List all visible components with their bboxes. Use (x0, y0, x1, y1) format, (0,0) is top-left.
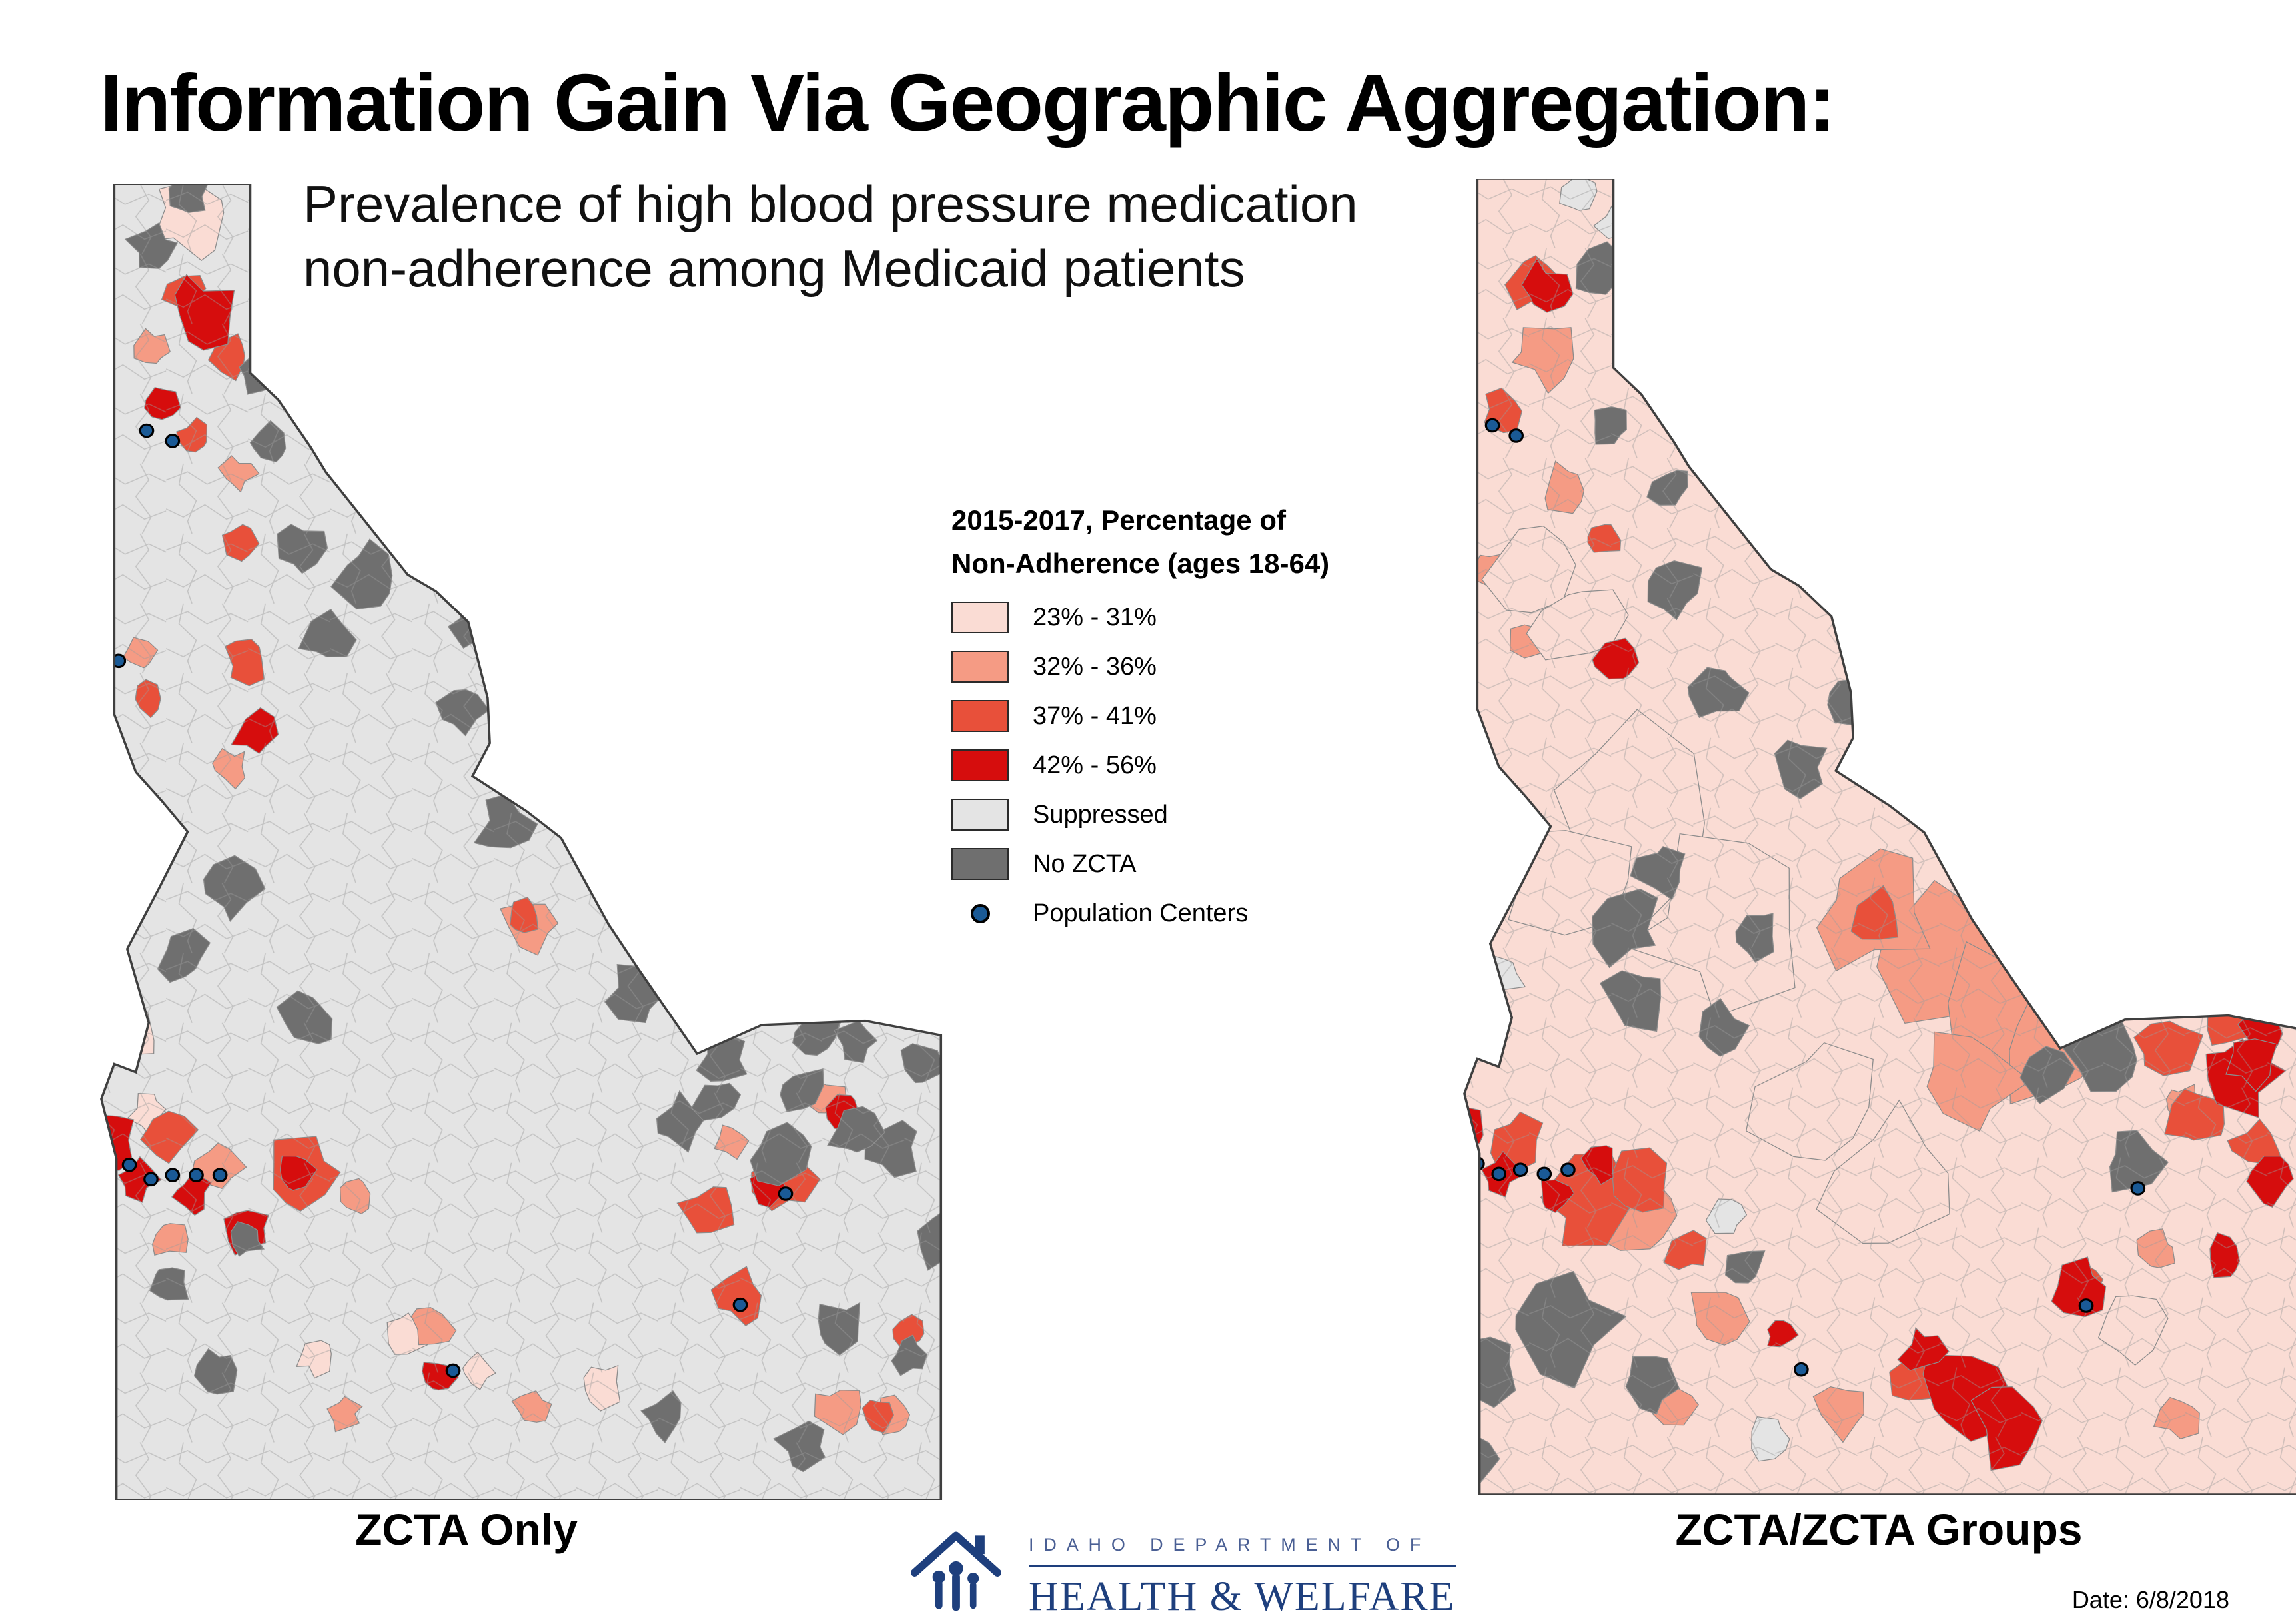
legend-item: 32% - 36% (951, 650, 1471, 683)
page-title: Information Gain Via Geographic Aggregat… (100, 57, 1836, 148)
map-label-zcta-only: ZCTA Only (355, 1505, 578, 1554)
population-center-dot (1470, 1156, 1485, 1171)
agency-name-small: IDAHO DEPARTMENT OF (1029, 1535, 1456, 1567)
legend-title-line-2: Non-Adherence (ages 18-64) (951, 548, 1330, 580)
population-center-dot (212, 1168, 228, 1182)
map-zcta-only (84, 183, 947, 1501)
legend-item-label: 42% - 56% (1033, 751, 1157, 779)
legend-item-label: 32% - 36% (1033, 652, 1157, 681)
agency-logo: IDAHO DEPARTMENT OF HEALTH & WELFARE (906, 1525, 1456, 1622)
legend-swatch (951, 700, 1009, 733)
legend-item: Suppressed (951, 798, 1471, 831)
population-center-dot (121, 1157, 137, 1172)
house-family-icon-svg (910, 1531, 1002, 1611)
population-center-dot (1491, 1166, 1507, 1182)
zcta-boundaries-mesh (1464, 179, 2296, 1495)
legend-title-line-1: 2015-2017, Percentage of (951, 504, 1286, 536)
idaho-map-svg (100, 183, 943, 1501)
subtitle-line-2: non-adherence among Medicaid patients (303, 238, 1245, 298)
legend-item-label: No ZCTA (1033, 849, 1137, 878)
legend: 2015-2017, Percentage of Non-Adherence (… (951, 498, 1471, 946)
legend-item: 37% - 41% (951, 699, 1471, 733)
population-center-dot (1794, 1362, 1809, 1377)
legend-point-cell (951, 903, 1009, 923)
population-center-dot (165, 1168, 181, 1182)
house-family-icon (906, 1525, 1006, 1622)
population-center-dot (445, 1363, 461, 1378)
subtitle: Prevalence of high blood pressure medica… (303, 172, 1358, 300)
legend-item-label: 23% - 31% (1033, 603, 1157, 631)
population-center-dot (1512, 1162, 1528, 1177)
agency-logo-text: IDAHO DEPARTMENT OF HEALTH & WELFARE (1029, 1525, 1456, 1621)
legend-item: 23% - 31% (951, 601, 1471, 634)
population-center-dot (1560, 1162, 1576, 1177)
legend-swatch (951, 799, 1009, 831)
legend-item-label: 37% - 41% (1033, 701, 1157, 730)
zcta-boundaries-mesh (101, 184, 941, 1500)
population-center-dot (2130, 1181, 2146, 1196)
legend-items: 23% - 31% 32% - 36% 37% - 41% 42% - 56% Supp… (951, 601, 1471, 930)
agency-name-main: HEALTH & WELFARE (1029, 1574, 1456, 1619)
legend-item: 42% - 56% (951, 749, 1471, 782)
subtitle-line-1: Prevalence of high blood pressure medica… (303, 175, 1358, 233)
population-center-icon (970, 903, 990, 923)
legend-swatch (951, 848, 1009, 881)
map-patch-no_zcta (2175, 917, 2231, 975)
legend-item: No ZCTA (951, 847, 1471, 881)
map-label-zcta-groups: ZCTA/ZCTA Groups (1675, 1505, 2083, 1554)
state-outline (1463, 177, 2296, 1496)
legend-item-label: Population Centers (1033, 899, 1249, 927)
date-label: Date: 6/8/2018 (2071, 1586, 2229, 1613)
population-center-dot (1536, 1166, 1552, 1182)
population-center-dot (2078, 1298, 2094, 1313)
state-outline (100, 183, 943, 1501)
idaho-map-svg (1463, 177, 2296, 1496)
population-center-dot (143, 1172, 159, 1187)
legend-item-label: Suppressed (1033, 800, 1168, 829)
population-center-dot (732, 1297, 748, 1312)
legend-item-population-centers: Population Centers (951, 897, 1471, 930)
legend-swatch (951, 651, 1009, 683)
population-center-dot (139, 423, 155, 438)
population-center-dot (1484, 418, 1500, 433)
legend-swatch (951, 749, 1009, 782)
population-center-dot (1508, 428, 1524, 443)
population-center-dot (189, 1168, 204, 1182)
population-center-dot (778, 1186, 794, 1201)
population-center-dot (165, 434, 181, 448)
legend-title: 2015-2017, Percentage of Non-Adherence (… (951, 498, 1471, 585)
map-zcta-groups (1447, 177, 2296, 1496)
legend-swatch (951, 602, 1009, 634)
